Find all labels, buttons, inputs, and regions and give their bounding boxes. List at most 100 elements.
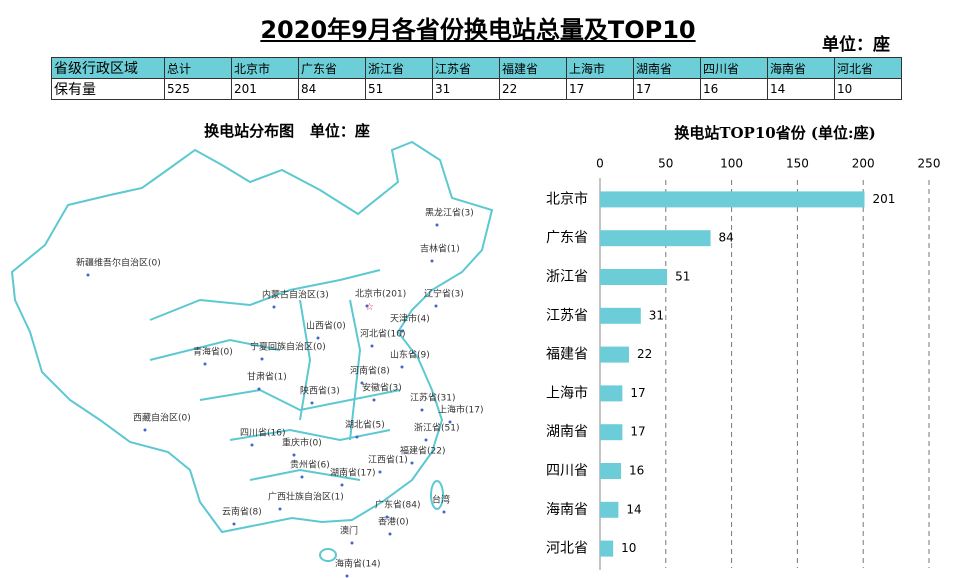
map-label: 新疆维吾尔自治区(0) <box>76 257 161 269</box>
table-cell: 17 <box>633 78 701 100</box>
map-dot <box>424 438 428 442</box>
map-label: 福建省(22) <box>400 445 445 457</box>
y-tick-label: 上海市 <box>546 384 588 401</box>
map-dot <box>300 475 304 479</box>
map-label: 西藏自治区(0) <box>133 412 191 424</box>
table-cell: 浙江省 <box>365 57 433 79</box>
value-label: 10 <box>621 541 636 555</box>
map-label: 青海省(0) <box>193 346 233 358</box>
table-cell: 10 <box>834 78 902 100</box>
map-dot <box>250 443 254 447</box>
map-dot <box>365 304 369 308</box>
map-dot <box>434 304 438 308</box>
map-label: 贵州省(6) <box>290 459 330 471</box>
map-dot <box>272 305 276 309</box>
map-label: 香港(0) <box>378 516 409 528</box>
bar <box>600 346 629 363</box>
bar <box>600 463 622 479</box>
chart-title: 换电站TOP10省份 (单位:座) <box>674 124 875 142</box>
map-label: 云南省(8) <box>222 506 262 518</box>
table-cell: 湖南省 <box>633 57 701 79</box>
map-dot <box>420 408 424 412</box>
map-dot <box>400 329 404 333</box>
y-tick-label: 福建省 <box>546 347 588 363</box>
capital-star: ☆ <box>365 302 374 313</box>
bar <box>600 501 619 518</box>
table-cell: 14 <box>767 78 835 100</box>
map-label: 广西壮族自治区(1) <box>268 491 344 503</box>
map-dot <box>435 223 439 227</box>
map-dot <box>360 381 364 385</box>
map-label: 吉林省(1) <box>420 243 460 255</box>
map-label: 河南省(8) <box>350 365 390 377</box>
map-dot <box>232 522 236 526</box>
map-dot <box>430 259 434 263</box>
map-title: 换电站分布图 单位：座 <box>204 122 370 140</box>
table-cell: 北京市 <box>231 57 299 79</box>
bar <box>600 385 623 402</box>
map-dot <box>340 483 344 487</box>
map-label: 山东省(9) <box>390 349 430 361</box>
map-label: 黑龙江省(3) <box>425 207 474 219</box>
y-tick-label: 海南省 <box>546 502 588 518</box>
bar <box>600 540 614 557</box>
map-label: 湖北省(5) <box>345 419 385 431</box>
x-tick-label: 50 <box>658 157 673 171</box>
map-dot <box>442 510 446 514</box>
value-label: 84 <box>719 231 734 245</box>
map-dot <box>292 453 296 457</box>
map-dot <box>260 357 264 361</box>
map-label: 上海市(17) <box>438 404 483 416</box>
map-label: 甘肃省(1) <box>247 371 287 383</box>
value-label: 14 <box>626 502 641 516</box>
map-label: 浙江省(51) <box>414 422 459 434</box>
map-dot <box>448 420 452 424</box>
map-label: 澳门 <box>340 525 358 537</box>
table-cell: 84 <box>298 78 366 100</box>
map-dot <box>143 428 147 432</box>
page-title: 2020年9月各省份换电站总量及TOP10 <box>260 16 696 44</box>
map-label: 海南省(14) <box>335 558 380 570</box>
table-cell: 上海市 <box>566 57 634 79</box>
map-label: 天津市(4) <box>390 313 430 325</box>
map-dot <box>388 532 392 536</box>
table-cell: 525 <box>164 78 232 100</box>
summary-table: 省级行政区域 总计 北京市 广东省 浙江省 江苏省 福建省 上海市 湖南省 四川省 海南省 河北省 保有… <box>51 57 902 100</box>
map-dot <box>86 273 90 277</box>
map-dot <box>316 336 320 340</box>
y-tick-label: 北京市 <box>546 190 588 207</box>
map-label: 辽宁省(3) <box>424 288 464 300</box>
table-cell: 保有量 <box>51 78 165 100</box>
value-label: 201 <box>873 192 896 206</box>
map-dot <box>378 470 382 474</box>
map-label: 宁夏回族自治区(0) <box>250 341 326 353</box>
map-label: 广东省(84) <box>375 499 420 511</box>
x-tick-label: 150 <box>786 157 809 171</box>
value-label: 22 <box>637 347 652 361</box>
table-cell: 22 <box>499 78 567 100</box>
x-tick-label: 200 <box>852 157 875 171</box>
map-label: 四川省(16) <box>240 427 285 439</box>
map-dot <box>278 507 282 511</box>
map-dot <box>372 398 376 402</box>
y-tick-label: 河北省 <box>546 541 588 557</box>
map-dot <box>257 387 261 391</box>
unit-label: 单位：座 <box>822 35 890 55</box>
y-tick-label: 湖南省 <box>546 424 588 440</box>
bar <box>600 191 865 208</box>
map-label: 江苏省(31) <box>410 392 455 404</box>
map-dot <box>400 365 404 369</box>
y-tick-label: 江苏省 <box>546 308 588 324</box>
map-label: 江西省(1) <box>368 454 408 466</box>
map-dot <box>410 461 414 465</box>
map-label: 北京市(201) <box>355 288 406 300</box>
table-cell: 201 <box>231 78 299 100</box>
bar <box>600 269 668 285</box>
y-tick-label: 广东省 <box>546 230 588 246</box>
map-label: 重庆市(0) <box>282 437 322 449</box>
table-row: 省级行政区域 总计 北京市 广东省 浙江省 江苏省 福建省 上海市 湖南省 四川省 海南省 河北省 <box>51 57 902 79</box>
map-label: 陕西省(3) <box>300 385 340 397</box>
table-cell: 省级行政区域 <box>51 57 165 79</box>
map-dot <box>203 362 207 366</box>
